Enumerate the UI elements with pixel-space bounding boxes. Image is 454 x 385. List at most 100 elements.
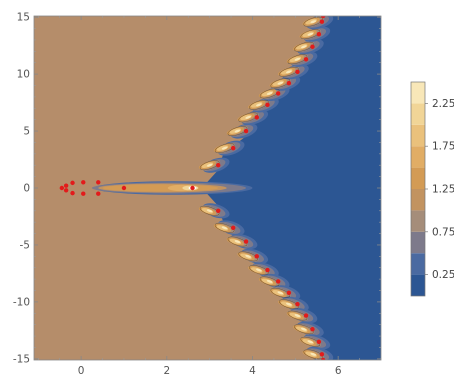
legend-swatch [411,189,425,211]
contour-line [303,16,324,27]
lobe-core [245,115,252,119]
lobe-core [294,314,301,318]
lobe-core [286,70,292,74]
marker-point [59,185,65,191]
contour-line [238,112,259,123]
marker-point [81,191,86,196]
marker-point [319,352,325,357]
marker-point [254,254,259,259]
y-tick-label: 10 [17,69,30,81]
marker-point [275,279,281,284]
lobe-core [256,268,262,272]
contour-line [270,287,291,298]
legend-label: 1.25 [432,184,454,196]
marker-point [190,185,195,191]
legend-swatch [411,231,425,254]
contour-line [259,276,280,287]
y-tick-label: -10 [13,296,30,308]
legend-swatch [411,124,425,147]
lobe-core [307,340,314,344]
contour-line [249,265,269,275]
marker-point [286,81,292,86]
legend-swatch [411,210,425,232]
legend-swatch [411,274,425,296]
marker-point [81,180,86,185]
legend-label: 0.25 [432,269,454,281]
marker-point [265,102,270,108]
contour-line [300,29,321,40]
marker-point [265,267,270,273]
legend-label: 2.25 [432,98,454,110]
contour-line [300,336,321,347]
marker-point [310,327,315,332]
lobe-core [286,302,292,306]
lobe-core [294,57,301,61]
marker-points [59,16,326,360]
marker-point [310,44,315,49]
legend-swatch [411,103,425,125]
marker-point [216,208,221,213]
legend-swatch [411,253,425,275]
marker-point [231,225,236,231]
contour-line [294,41,314,52]
contour-line [287,54,308,65]
contour-line [214,143,235,153]
lobe-core [301,45,307,49]
y-tick-label: 15 [17,12,30,24]
contour-line [270,78,291,89]
y-tick-label: 5 [23,126,30,138]
marker-point [243,128,249,134]
contour-line [199,205,220,216]
x-axis: 0 2 4 6 [37,16,382,377]
y-axis: -15 -10 -5 0 5 10 15 [13,12,381,365]
marker-point [243,239,249,244]
lobe-core [234,240,241,244]
legend-label: 1.75 [432,141,454,153]
marker-point [275,91,281,96]
marker-point [303,313,309,318]
contour-line [303,349,324,360]
lobe-core [307,32,314,36]
legend-label: 0.75 [432,226,454,238]
y-tick-label: -5 [20,239,30,251]
contour-line [227,236,248,247]
y-tick-label: 0 [23,183,30,195]
marker-point [121,185,127,191]
contour-line [294,324,314,335]
marker-point [231,145,236,151]
lobe-core [310,352,317,356]
contour-line [199,160,220,171]
contour-line [249,99,269,110]
legend-swatch [411,146,425,168]
legend-swatch [411,167,425,189]
marker-point [96,191,101,196]
marker-point [63,183,69,188]
contour-line [214,223,235,233]
marker-point [320,357,326,360]
y-tick-label: -15 [13,353,30,365]
lobe-core [301,327,307,331]
marker-point [96,180,101,185]
contour-line [287,310,308,321]
marker-point [295,69,300,75]
lobe-core [221,226,228,230]
marker-point [70,180,75,186]
lobe-core [234,129,241,133]
contour-bands [91,16,334,360]
legend-swatch [411,82,425,104]
marker-point [295,301,300,307]
x-tick-label: 0 [78,365,85,377]
lobe-core [266,279,273,283]
lobe-core [221,146,228,150]
marker-point [319,19,325,24]
marker-point [286,290,292,295]
contour-line [259,88,280,99]
marker-point [303,57,309,62]
lobe-core [266,91,273,95]
lobe-core [245,254,252,258]
marker-point [63,188,69,193]
x-tick-label: 6 [335,365,342,377]
lobe-core [277,291,284,295]
marker-point [254,115,259,120]
